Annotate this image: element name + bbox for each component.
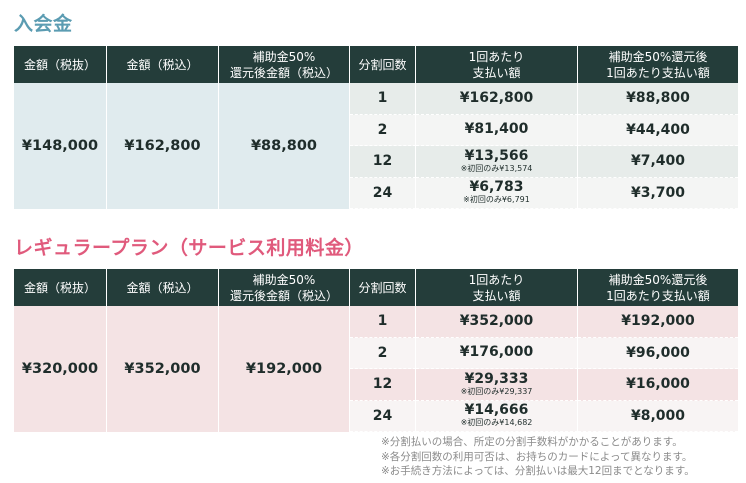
subsidy-per-payment: ¥88,800 — [578, 83, 738, 115]
subsidy-per-payment: ¥3,700 — [578, 177, 738, 209]
table-row: 12 ¥29,333 ※初回のみ¥29,337 ¥16,000 — [14, 369, 738, 401]
per-payment: ¥176,000 — [416, 337, 578, 369]
installment-count: 2 — [350, 114, 416, 146]
installment-count: 1 — [350, 306, 416, 338]
table-row: 12 ¥13,566 ※初回のみ¥13,574 ¥7,400 — [14, 146, 738, 178]
header-subsidy-per-payment: 補助金50%還元後 1回あたり支払い額 — [578, 269, 738, 306]
table-row: ¥320,000 ¥352,000 ¥192,000 1 ¥352,000 ¥1… — [14, 306, 738, 432]
subsidy-per-payment: ¥8,000 — [578, 400, 738, 432]
installment-count: 24 — [350, 400, 416, 432]
regular-plan-table: 金額（税抜） 金額（税込） 補助金50% 還元後金額（税込） 分割回数 1回あた… — [14, 269, 738, 432]
first-payment-note: ※初回のみ¥13,574 — [460, 163, 533, 173]
per-payment: ¥162,800 — [416, 83, 578, 115]
footnotes: ※分割払いの場合、所定の分割手数料がかかることがあります。 ※各分割回数の利用可… — [381, 435, 741, 479]
header-price-after-subsidy: 補助金50% 還元後金額（税込） — [219, 46, 350, 83]
table-header-row: 金額（税抜） 金額（税込） 補助金50% 還元後金額（税込） 分割回数 1回あた… — [14, 46, 738, 83]
first-payment-note: ※初回のみ¥14,682 — [460, 418, 533, 428]
first-payment-note: ※初回のみ¥29,337 — [460, 386, 533, 396]
footnote: ※各分割回数の利用可否は、お持ちのカードによって異なります。 — [381, 450, 693, 463]
header-subsidy-per-payment: 補助金50%還元後 1回あたり支払い額 — [578, 46, 738, 83]
price-ex-tax: ¥148,000 — [14, 83, 107, 209]
installment-count: 12 — [350, 146, 416, 178]
section-title-regular-plan: レギュラープラン（サービス利用料金） — [14, 237, 364, 259]
per-payment: ¥81,400 — [416, 114, 578, 146]
table-header-row: 金額（税抜） 金額（税込） 補助金50% 還元後金額（税込） 分割回数 1回あた… — [14, 269, 738, 306]
footnote: ※分割払いの場合、所定の分割手数料がかかることがあります。 — [381, 436, 683, 448]
price-ex-tax: ¥320,000 — [14, 306, 107, 432]
price-after-subsidy: ¥88,800 — [219, 83, 350, 209]
subsidy-per-payment: ¥44,400 — [578, 114, 738, 146]
table-row: ¥148,000 ¥162,800 ¥88,800 1 ¥162,800 ¥88… — [14, 83, 738, 209]
table-row: 2 ¥81,400 ¥44,400 — [14, 114, 738, 146]
installment-count: 1 — [350, 83, 416, 115]
subsidy-per-payment: ¥96,000 — [578, 337, 738, 369]
header-installments: 分割回数 — [350, 46, 416, 83]
header-price-ex-tax: 金額（税抜） — [14, 269, 107, 306]
header-price-ex-tax: 金額（税抜） — [14, 46, 107, 83]
per-payment: ¥29,333 ※初回のみ¥29,337 — [416, 369, 578, 401]
header-price-in-tax: 金額（税込） — [107, 269, 219, 306]
footnote: ※お手続き方法によっては、分割払いは最大12回までとなります。 — [381, 465, 695, 477]
header-installments: 分割回数 — [350, 269, 416, 306]
installment-count: 12 — [350, 369, 416, 401]
per-payment: ¥13,566 ※初回のみ¥13,574 — [416, 146, 578, 178]
price-in-tax: ¥352,000 — [107, 306, 219, 432]
per-payment: ¥14,666 ※初回のみ¥14,682 — [416, 400, 578, 432]
table-row: 24 ¥14,666 ※初回のみ¥14,682 ¥8,000 — [14, 400, 738, 432]
header-per-payment: 1回あたり 支払い額 — [416, 46, 578, 83]
section-title-entry-fee: 入会金 — [14, 13, 73, 35]
installment-count: 24 — [350, 177, 416, 209]
header-price-in-tax: 金額（税込） — [107, 46, 219, 83]
table-row: 2 ¥176,000 ¥96,000 — [14, 337, 738, 369]
price-after-subsidy: ¥192,000 — [219, 306, 350, 432]
header-per-payment: 1回あたり 支払い額 — [416, 269, 578, 306]
subsidy-per-payment: ¥192,000 — [578, 306, 738, 338]
price-in-tax: ¥162,800 — [107, 83, 219, 209]
per-payment: ¥6,783 ※初回のみ¥6,791 — [416, 177, 578, 209]
entry-fee-table: 金額（税抜） 金額（税込） 補助金50% 還元後金額（税込） 分割回数 1回あた… — [14, 46, 738, 209]
table-row: 24 ¥6,783 ※初回のみ¥6,791 ¥3,700 — [14, 177, 738, 209]
header-price-after-subsidy: 補助金50% 還元後金額（税込） — [219, 269, 350, 306]
per-payment: ¥352,000 — [416, 306, 578, 338]
first-payment-note: ※初回のみ¥6,791 — [463, 195, 530, 205]
subsidy-per-payment: ¥16,000 — [578, 369, 738, 401]
installment-count: 2 — [350, 337, 416, 369]
subsidy-per-payment: ¥7,400 — [578, 146, 738, 178]
